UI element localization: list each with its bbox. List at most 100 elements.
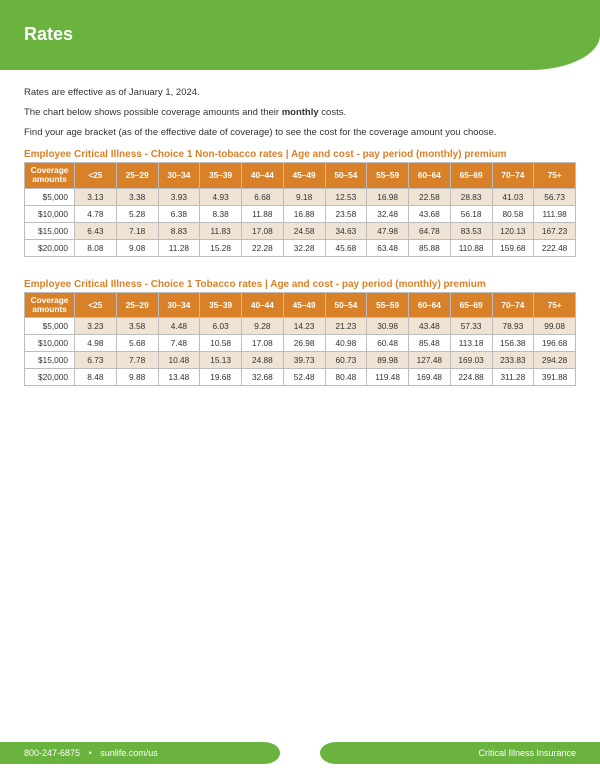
rate-cell: 4.78: [75, 205, 117, 222]
rate-cell: 32.68: [242, 368, 284, 385]
footer-phone: 800-247-6875: [24, 748, 80, 758]
rate-cell: 41.03: [492, 188, 534, 205]
age-header: 60–64: [409, 163, 451, 188]
rate-cell: 113.18: [450, 334, 492, 351]
rate-cell: 9.08: [116, 239, 158, 256]
age-header: 50–54: [325, 163, 367, 188]
age-header: <25: [75, 292, 117, 317]
table-row: $20,0008.489.8813.4819.6832.6852.4880.48…: [25, 368, 576, 385]
coverage-cell: $5,000: [25, 317, 75, 334]
rate-cell: 85.48: [409, 334, 451, 351]
rate-cell: 60.73: [325, 351, 367, 368]
rate-cell: 57.33: [450, 317, 492, 334]
rate-cell: 39.73: [283, 351, 325, 368]
rate-cell: 19.68: [200, 368, 242, 385]
footer: 800-247-6875 • sunlife.com/us Critical I…: [0, 742, 600, 764]
intro-line-2c: costs.: [319, 107, 346, 118]
rate-cell: 7.18: [116, 222, 158, 239]
page-title: Rates: [24, 24, 73, 45]
age-header: 50–54: [325, 292, 367, 317]
rate-cell: 5.28: [116, 205, 158, 222]
rate-cell: 60.48: [367, 334, 409, 351]
age-header: 55–59: [367, 292, 409, 317]
rate-cell: 391.88: [534, 368, 576, 385]
coverage-cell: $5,000: [25, 188, 75, 205]
rate-cell: 16.88: [283, 205, 325, 222]
rate-cell: 11.88: [242, 205, 284, 222]
footer-product: Critical Illness Insurance: [478, 748, 576, 758]
table-row: $10,0004.985.687.4810.5817.0826.9840.986…: [25, 334, 576, 351]
rate-cell: 3.58: [116, 317, 158, 334]
intro-line-3: Find your age bracket (as of the effecti…: [24, 126, 576, 140]
rate-cell: 156.38: [492, 334, 534, 351]
rate-cell: 43.48: [409, 317, 451, 334]
rate-cell: 5.68: [116, 334, 158, 351]
rate-cell: 17.08: [242, 222, 284, 239]
age-header: 30–34: [158, 292, 200, 317]
rate-cell: 4.93: [200, 188, 242, 205]
rate-cell: 127.48: [409, 351, 451, 368]
rate-cell: 24.58: [283, 222, 325, 239]
rate-cell: 32.28: [283, 239, 325, 256]
rate-cell: 43.68: [409, 205, 451, 222]
coverage-cell: $10,000: [25, 205, 75, 222]
rate-cell: 83.53: [450, 222, 492, 239]
rate-cell: 32.48: [367, 205, 409, 222]
rate-cell: 10.58: [200, 334, 242, 351]
rate-cell: 21.23: [325, 317, 367, 334]
rate-cell: 16.98: [367, 188, 409, 205]
age-header: 25–29: [116, 292, 158, 317]
table-row: $15,0006.737.7810.4815.1324.8839.7360.73…: [25, 351, 576, 368]
rate-cell: 6.43: [75, 222, 117, 239]
rate-cell: 119.48: [367, 368, 409, 385]
coverage-cell: $15,000: [25, 351, 75, 368]
age-header: 30–34: [158, 163, 200, 188]
table-row: $10,0004.785.286.388.3811.8816.8823.5832…: [25, 205, 576, 222]
rate-cell: 80.58: [492, 205, 534, 222]
intro-text: Rates are effective as of January 1, 202…: [24, 86, 576, 139]
footer-left: 800-247-6875 • sunlife.com/us: [0, 742, 280, 764]
rate-table-block: Employee Critical Illness - Choice 1 Non…: [24, 149, 576, 256]
rate-cell: 9.18: [283, 188, 325, 205]
rate-cell: 22.28: [242, 239, 284, 256]
age-header: 45–49: [283, 163, 325, 188]
rate-cell: 169.48: [409, 368, 451, 385]
rate-cell: 34.63: [325, 222, 367, 239]
coverage-header: Coverageamounts: [25, 163, 75, 188]
rate-cell: 9.88: [116, 368, 158, 385]
coverage-cell: $20,000: [25, 368, 75, 385]
age-header: 70–74: [492, 292, 534, 317]
age-header: 65–69: [450, 163, 492, 188]
rate-cell: 6.38: [158, 205, 200, 222]
rate-cell: 45.68: [325, 239, 367, 256]
rate-cell: 169.03: [450, 351, 492, 368]
intro-line-2: The chart below shows possible coverage …: [24, 106, 576, 120]
age-header: 40–44: [242, 292, 284, 317]
table-title: Employee Critical Illness - Choice 1 Non…: [24, 149, 576, 160]
page: Rates Rates are effective as of January …: [0, 0, 600, 776]
rate-cell: 11.28: [158, 239, 200, 256]
rate-cell: 10.48: [158, 351, 200, 368]
rate-cell: 6.68: [242, 188, 284, 205]
intro-line-2a: The chart below shows possible coverage …: [24, 107, 282, 118]
coverage-header: Coverageamounts: [25, 292, 75, 317]
age-header: 75+: [534, 292, 576, 317]
age-header: 60–64: [409, 292, 451, 317]
rate-cell: 120.13: [492, 222, 534, 239]
age-header: 55–59: [367, 163, 409, 188]
rate-cell: 8.48: [75, 368, 117, 385]
footer-separator-icon: •: [89, 748, 92, 758]
rate-cell: 56.73: [534, 188, 576, 205]
intro-line-1: Rates are effective as of January 1, 202…: [24, 86, 576, 100]
rate-cell: 196.68: [534, 334, 576, 351]
rate-cell: 28.83: [450, 188, 492, 205]
rate-cell: 15.28: [200, 239, 242, 256]
rate-cell: 6.03: [200, 317, 242, 334]
rate-cell: 13.48: [158, 368, 200, 385]
rate-cell: 89.98: [367, 351, 409, 368]
rate-cell: 30.98: [367, 317, 409, 334]
footer-url: sunlife.com/us: [100, 748, 158, 758]
rate-cell: 8.38: [200, 205, 242, 222]
rate-cell: 22.58: [409, 188, 451, 205]
rate-cell: 15.13: [200, 351, 242, 368]
